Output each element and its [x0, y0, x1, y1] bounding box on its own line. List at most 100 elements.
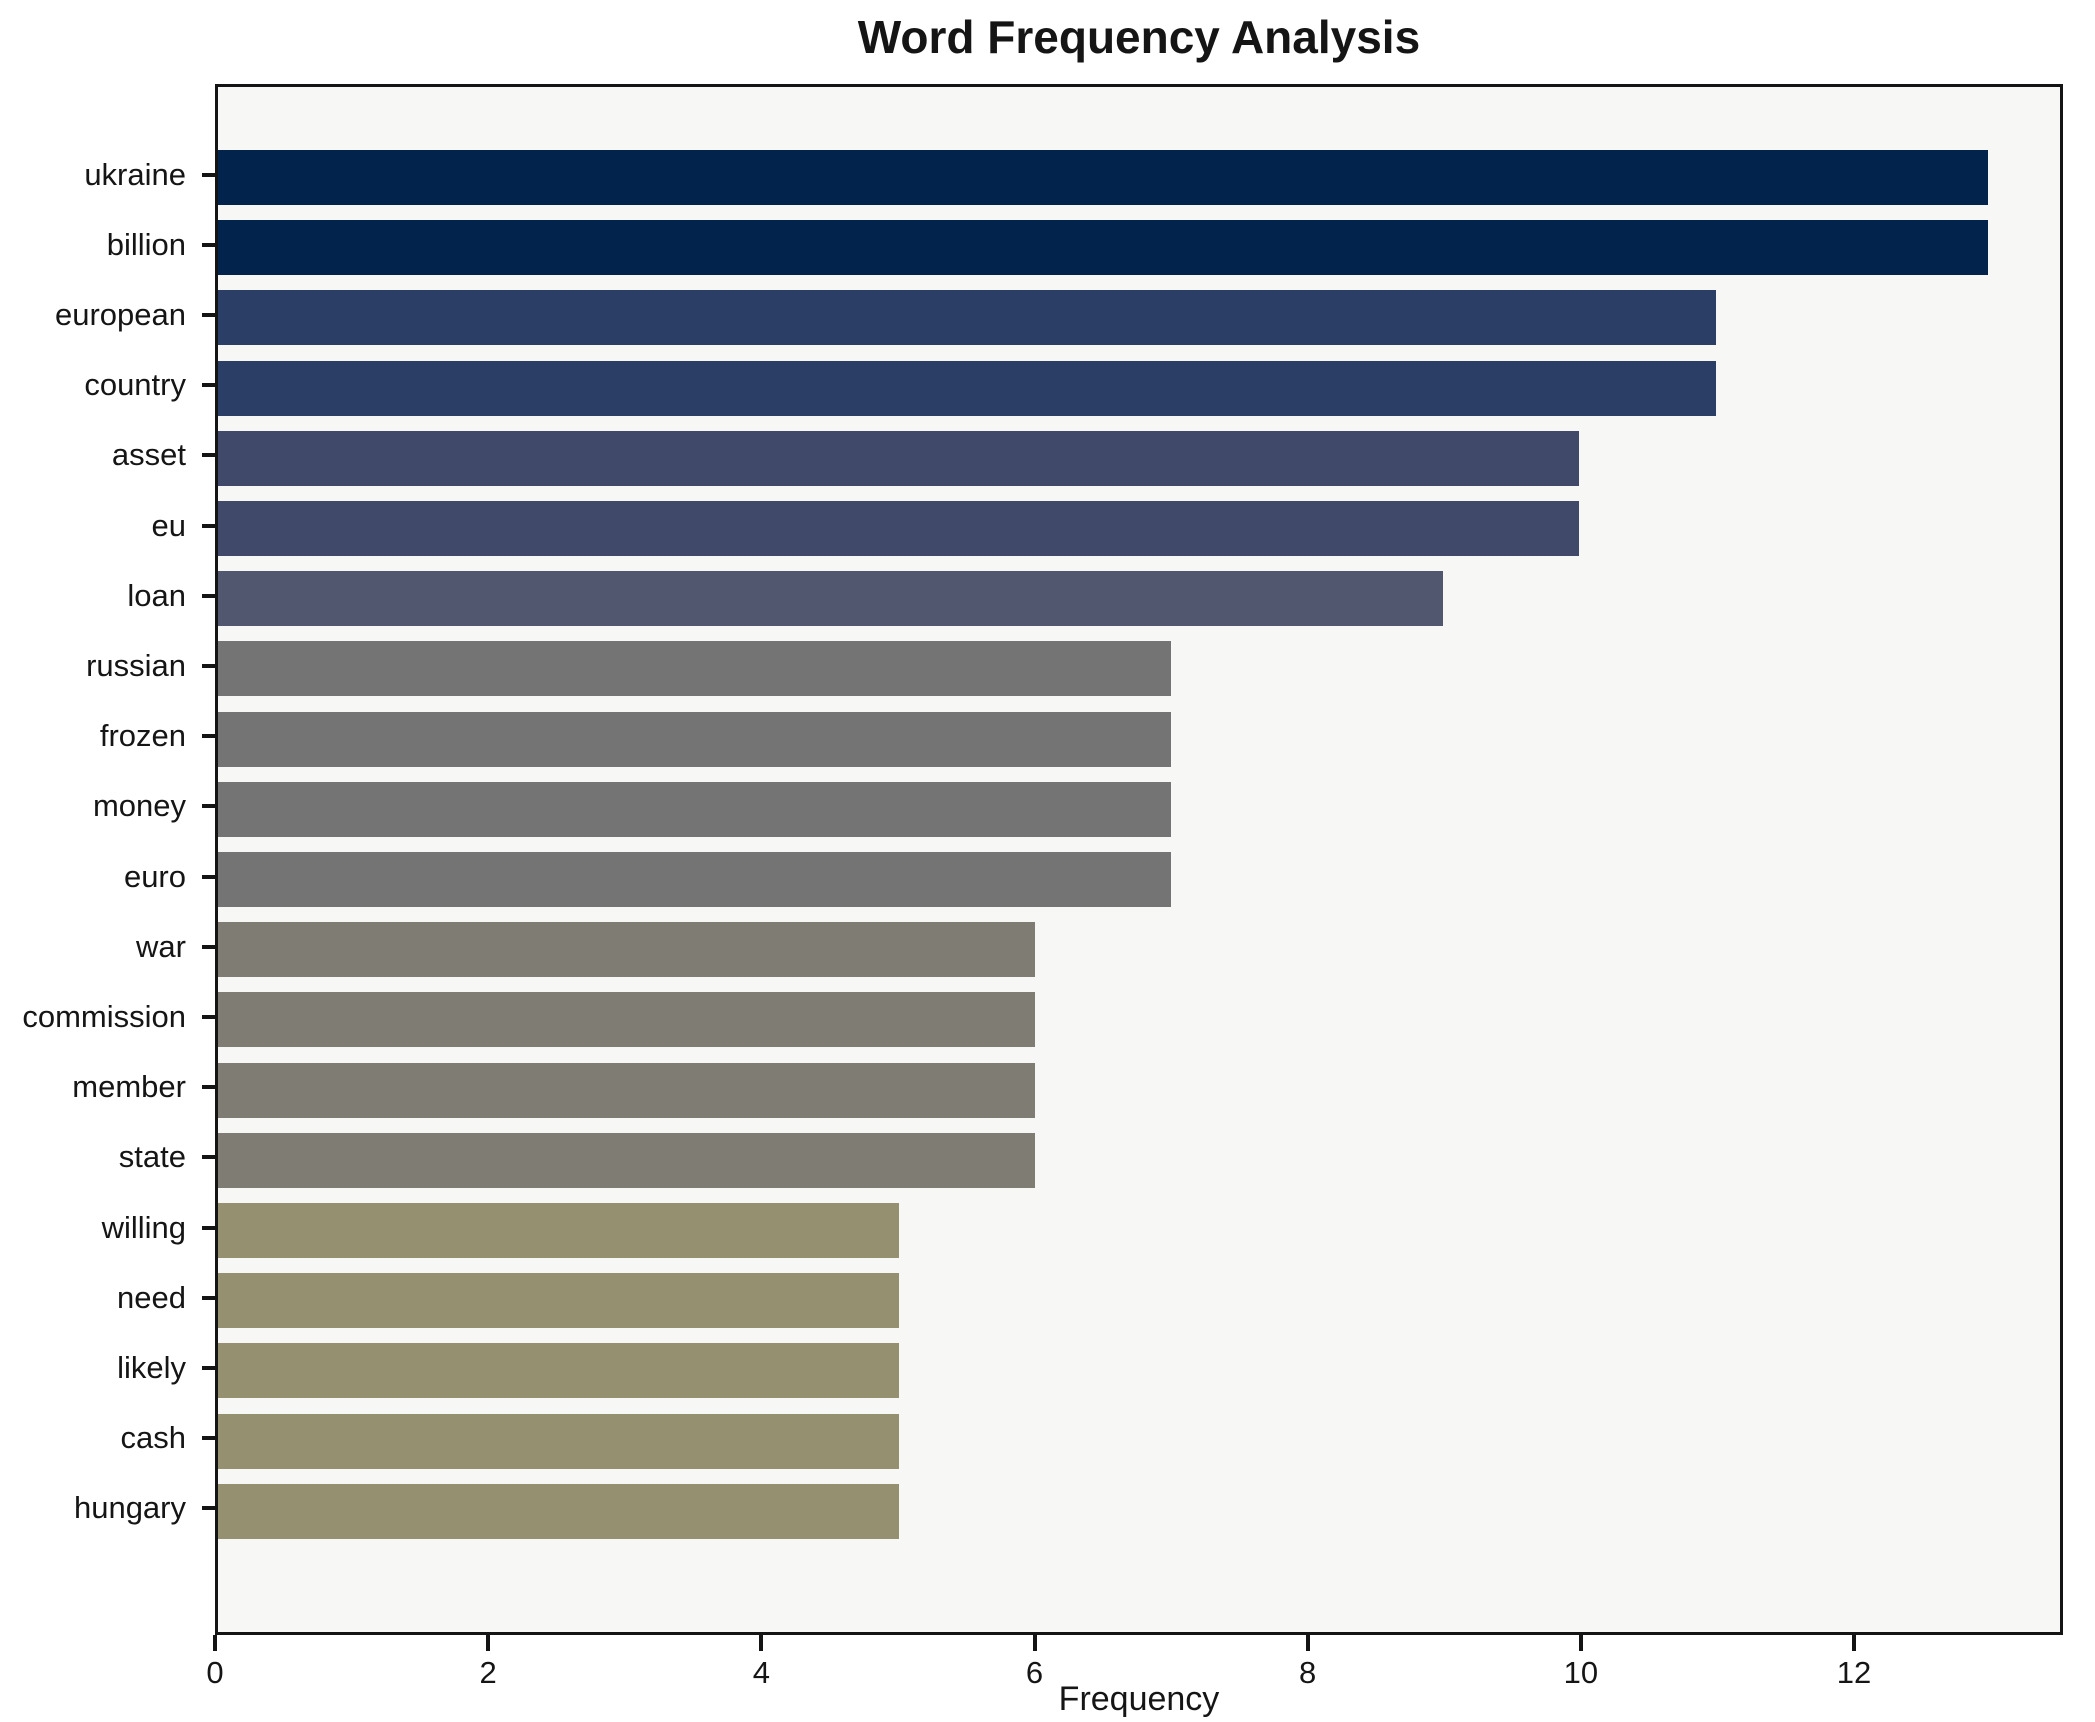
y-tick-mark: [202, 1014, 217, 1019]
y-axis-row: russian: [0, 638, 217, 693]
y-axis-row: european: [0, 287, 217, 342]
y-axis-label-hungary: hungary: [73, 1490, 186, 1526]
y-axis-label-country: country: [84, 367, 186, 403]
bar-hungary: [218, 1483, 899, 1539]
y-tick-mark: [202, 242, 217, 247]
y-tick-mark: [202, 663, 217, 668]
y-tick-mark: [202, 874, 217, 879]
x-tick-label-12: 12: [1836, 1655, 1872, 1690]
y-axis-row: willing: [0, 1200, 217, 1255]
x-tick-label-6: 6: [1025, 1655, 1044, 1690]
y-tick-mark: [202, 593, 217, 598]
bar-cash: [218, 1413, 899, 1469]
bar-asset: [218, 430, 1580, 486]
x-axis: 0 2 4 6 8 10 12: [206, 1635, 2063, 1695]
bar-need: [218, 1273, 899, 1329]
y-axis-row: asset: [0, 428, 217, 483]
x-tick-label-2: 2: [479, 1655, 497, 1690]
y-tick-mark: [202, 1225, 217, 1230]
y-tick-mark: [202, 523, 217, 528]
y-axis-label-need: need: [117, 1279, 186, 1315]
y-tick-mark: [202, 1365, 217, 1370]
y-axis-row: commission: [0, 989, 217, 1044]
plot-area: [215, 84, 2063, 1635]
bar-likely: [218, 1343, 899, 1399]
bar-state: [218, 1132, 1035, 1188]
y-tick-mark: [202, 453, 217, 458]
y-axis-label-eu: eu: [151, 507, 186, 543]
chart-title: Word Frequency Analysis: [857, 11, 1421, 63]
bar-billion: [218, 220, 1988, 276]
y-tick-mark: [202, 1085, 217, 1090]
x-tick-label-10: 10: [1563, 1655, 1599, 1690]
bar-eu: [218, 501, 1580, 556]
bar-willing: [218, 1203, 899, 1258]
x-tick-mark: [1578, 1635, 1583, 1651]
bar-frozen: [218, 711, 1171, 767]
y-tick-mark: [202, 944, 217, 949]
y-axis-row: need: [0, 1270, 217, 1325]
y-tick-mark: [202, 172, 217, 177]
bar-european: [218, 290, 1716, 346]
y-tick-mark: [202, 1295, 217, 1300]
y-tick-mark: [202, 734, 217, 739]
y-axis-row: loan: [0, 568, 217, 623]
bar-russian: [218, 641, 1171, 697]
y-axis: ukraine billion european country asset eu loan…: [0, 84, 217, 1635]
y-tick-mark: [202, 383, 217, 388]
y-axis-label-asset: asset: [111, 437, 186, 473]
bar-loan: [218, 571, 1444, 627]
bar-country: [218, 360, 1716, 416]
y-axis-label-money: money: [92, 788, 186, 824]
x-tick-mark: [213, 1635, 217, 1651]
x-tick-mark: [1305, 1635, 1310, 1651]
y-axis-row: ukraine: [0, 147, 217, 202]
y-axis-row: member: [0, 1060, 217, 1115]
y-axis-label-state: state: [118, 1139, 186, 1175]
y-axis-row: billion: [0, 217, 217, 272]
y-tick-mark: [202, 312, 217, 317]
y-axis-row: likely: [0, 1340, 217, 1395]
y-axis-row: money: [0, 779, 217, 834]
y-axis-label-russian: russian: [86, 647, 186, 683]
y-axis-row: cash: [0, 1411, 217, 1466]
y-axis-label-cash: cash: [120, 1420, 186, 1456]
bar-euro: [218, 852, 1171, 907]
y-axis-row: hungary: [0, 1481, 217, 1536]
x-axis-label: Frequency: [1058, 1680, 1220, 1718]
y-axis-label-ukraine: ukraine: [84, 156, 186, 192]
y-axis-label-euro: euro: [123, 858, 186, 894]
bar-ukraine: [218, 150, 1988, 205]
y-tick-mark: [202, 1155, 217, 1160]
y-axis-label-loan: loan: [127, 577, 186, 613]
y-axis-label-billion: billion: [106, 226, 186, 262]
y-axis-label-frozen: frozen: [99, 718, 186, 754]
y-axis-row: frozen: [0, 709, 217, 764]
y-tick-mark: [202, 1436, 217, 1441]
y-tick-mark: [202, 804, 217, 809]
x-tick-label-8: 8: [1299, 1655, 1317, 1690]
y-axis-label-member: member: [72, 1069, 186, 1105]
y-axis-row: euro: [0, 849, 217, 904]
y-axis-row: war: [0, 919, 217, 974]
y-tick-mark: [202, 1506, 217, 1511]
bar-member: [218, 1062, 1035, 1118]
x-tick-label-0: 0: [206, 1655, 224, 1690]
y-axis-label-willing: willing: [101, 1209, 186, 1245]
bar-commission: [218, 992, 1035, 1048]
bar-money: [218, 781, 1171, 837]
y-axis-label-european: european: [54, 296, 186, 332]
y-axis-label-commission: commission: [22, 998, 186, 1034]
y-axis-row: country: [0, 358, 217, 413]
x-tick-mark: [759, 1635, 764, 1651]
x-tick-mark: [486, 1635, 491, 1651]
x-tick-mark: [1032, 1635, 1037, 1651]
bar-war: [218, 922, 1035, 978]
y-axis-row: state: [0, 1130, 217, 1185]
x-tick-label-4: 4: [752, 1655, 770, 1690]
y-axis-row: eu: [0, 498, 217, 553]
x-tick-mark: [1852, 1635, 1857, 1651]
y-axis-label-likely: likely: [117, 1349, 186, 1385]
y-axis-label-war: war: [136, 928, 186, 964]
